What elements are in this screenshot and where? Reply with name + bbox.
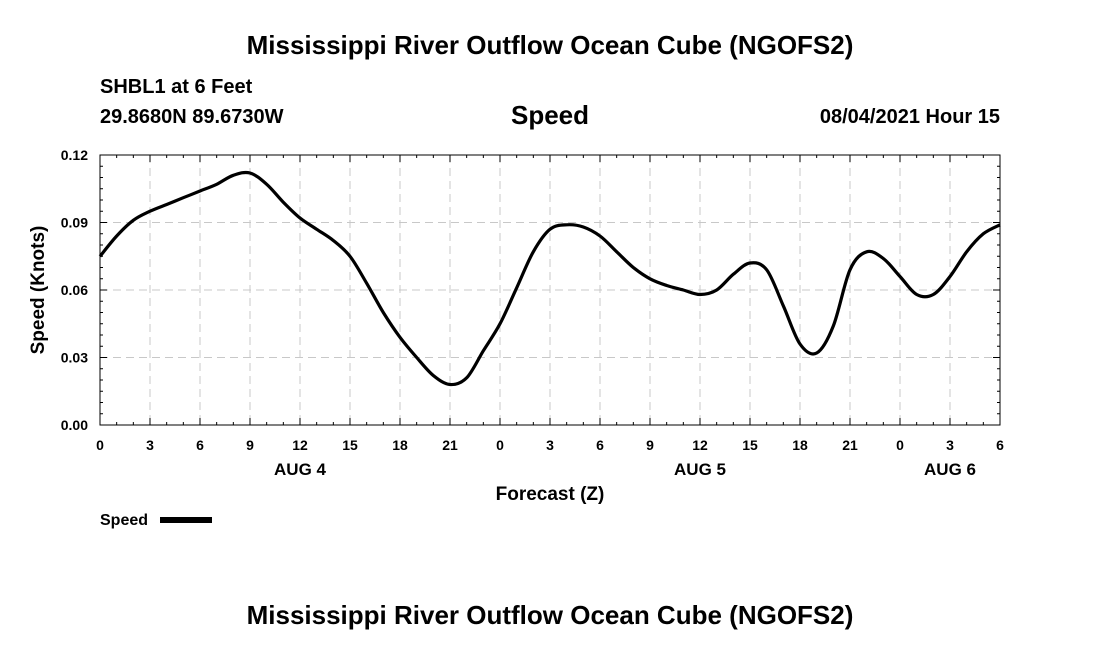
x-tick-label: 12 <box>692 437 708 453</box>
y-tick-label: 0.03 <box>61 350 88 366</box>
x-tick-label: 3 <box>946 437 954 453</box>
y-tick-label: 0.12 <box>61 147 88 163</box>
x-tick-label: 18 <box>392 437 408 453</box>
x-tick-label: 0 <box>496 437 504 453</box>
x-tick-label: 3 <box>546 437 554 453</box>
x-date-label: AUG 6 <box>924 460 976 479</box>
x-tick-label: 0 <box>896 437 904 453</box>
legend-swatch-speed <box>160 517 212 523</box>
x-tick-label: 9 <box>646 437 654 453</box>
chart-grid <box>100 155 1000 425</box>
chart-series <box>98 170 1001 387</box>
variable-title: Speed <box>510 100 590 130</box>
forecast-datetime: 08/04/2021 Hour 15 <box>819 106 1000 128</box>
x-tick-label: 9 <box>246 437 254 453</box>
y-tick-label: 0.00 <box>61 417 88 433</box>
x-tick-label: 6 <box>996 437 1004 453</box>
x-date-label: AUG 4 <box>274 460 327 479</box>
chart-ticks: 0 3 6 9 12 15 18 21 0 3 6 9 12 15 18 21 0 3 6 0.00 0.03 0.06 0… <box>61 147 1004 479</box>
x-tick-label: 12 <box>292 437 308 453</box>
y-axis-label: Speed (Knots) <box>28 226 49 355</box>
series-line-speed <box>98 170 1001 387</box>
x-date-label: AUG 5 <box>674 460 726 479</box>
x-tick-label: 6 <box>596 437 604 453</box>
x-tick-label: 15 <box>742 437 758 453</box>
x-tick-label: 6 <box>196 437 204 453</box>
x-tick-label: 21 <box>842 437 858 453</box>
x-tick-label: 3 <box>146 437 154 453</box>
x-tick-label: 15 <box>342 437 358 453</box>
station-label: SHBL1 at 6 Feet <box>100 76 253 98</box>
y-tick-label: 0.09 <box>61 215 88 231</box>
x-tick-label: 21 <box>442 437 458 453</box>
x-axis-label: Forecast (Z) <box>496 484 605 505</box>
x-tick-label: 0 <box>96 437 104 453</box>
legend: Speed <box>100 512 212 529</box>
y-tick-label: 0.06 <box>61 282 88 298</box>
station-coordinates: 29.8680N 89.6730W <box>100 106 284 128</box>
x-tick-label: 18 <box>792 437 808 453</box>
chart-title: Mississippi River Outflow Ocean Cube (NG… <box>246 30 854 60</box>
plot-frame <box>99 154 1001 426</box>
legend-entry-speed: Speed <box>100 512 148 529</box>
footer-title: Mississippi River Outflow Ocean Cube (NG… <box>246 600 854 630</box>
